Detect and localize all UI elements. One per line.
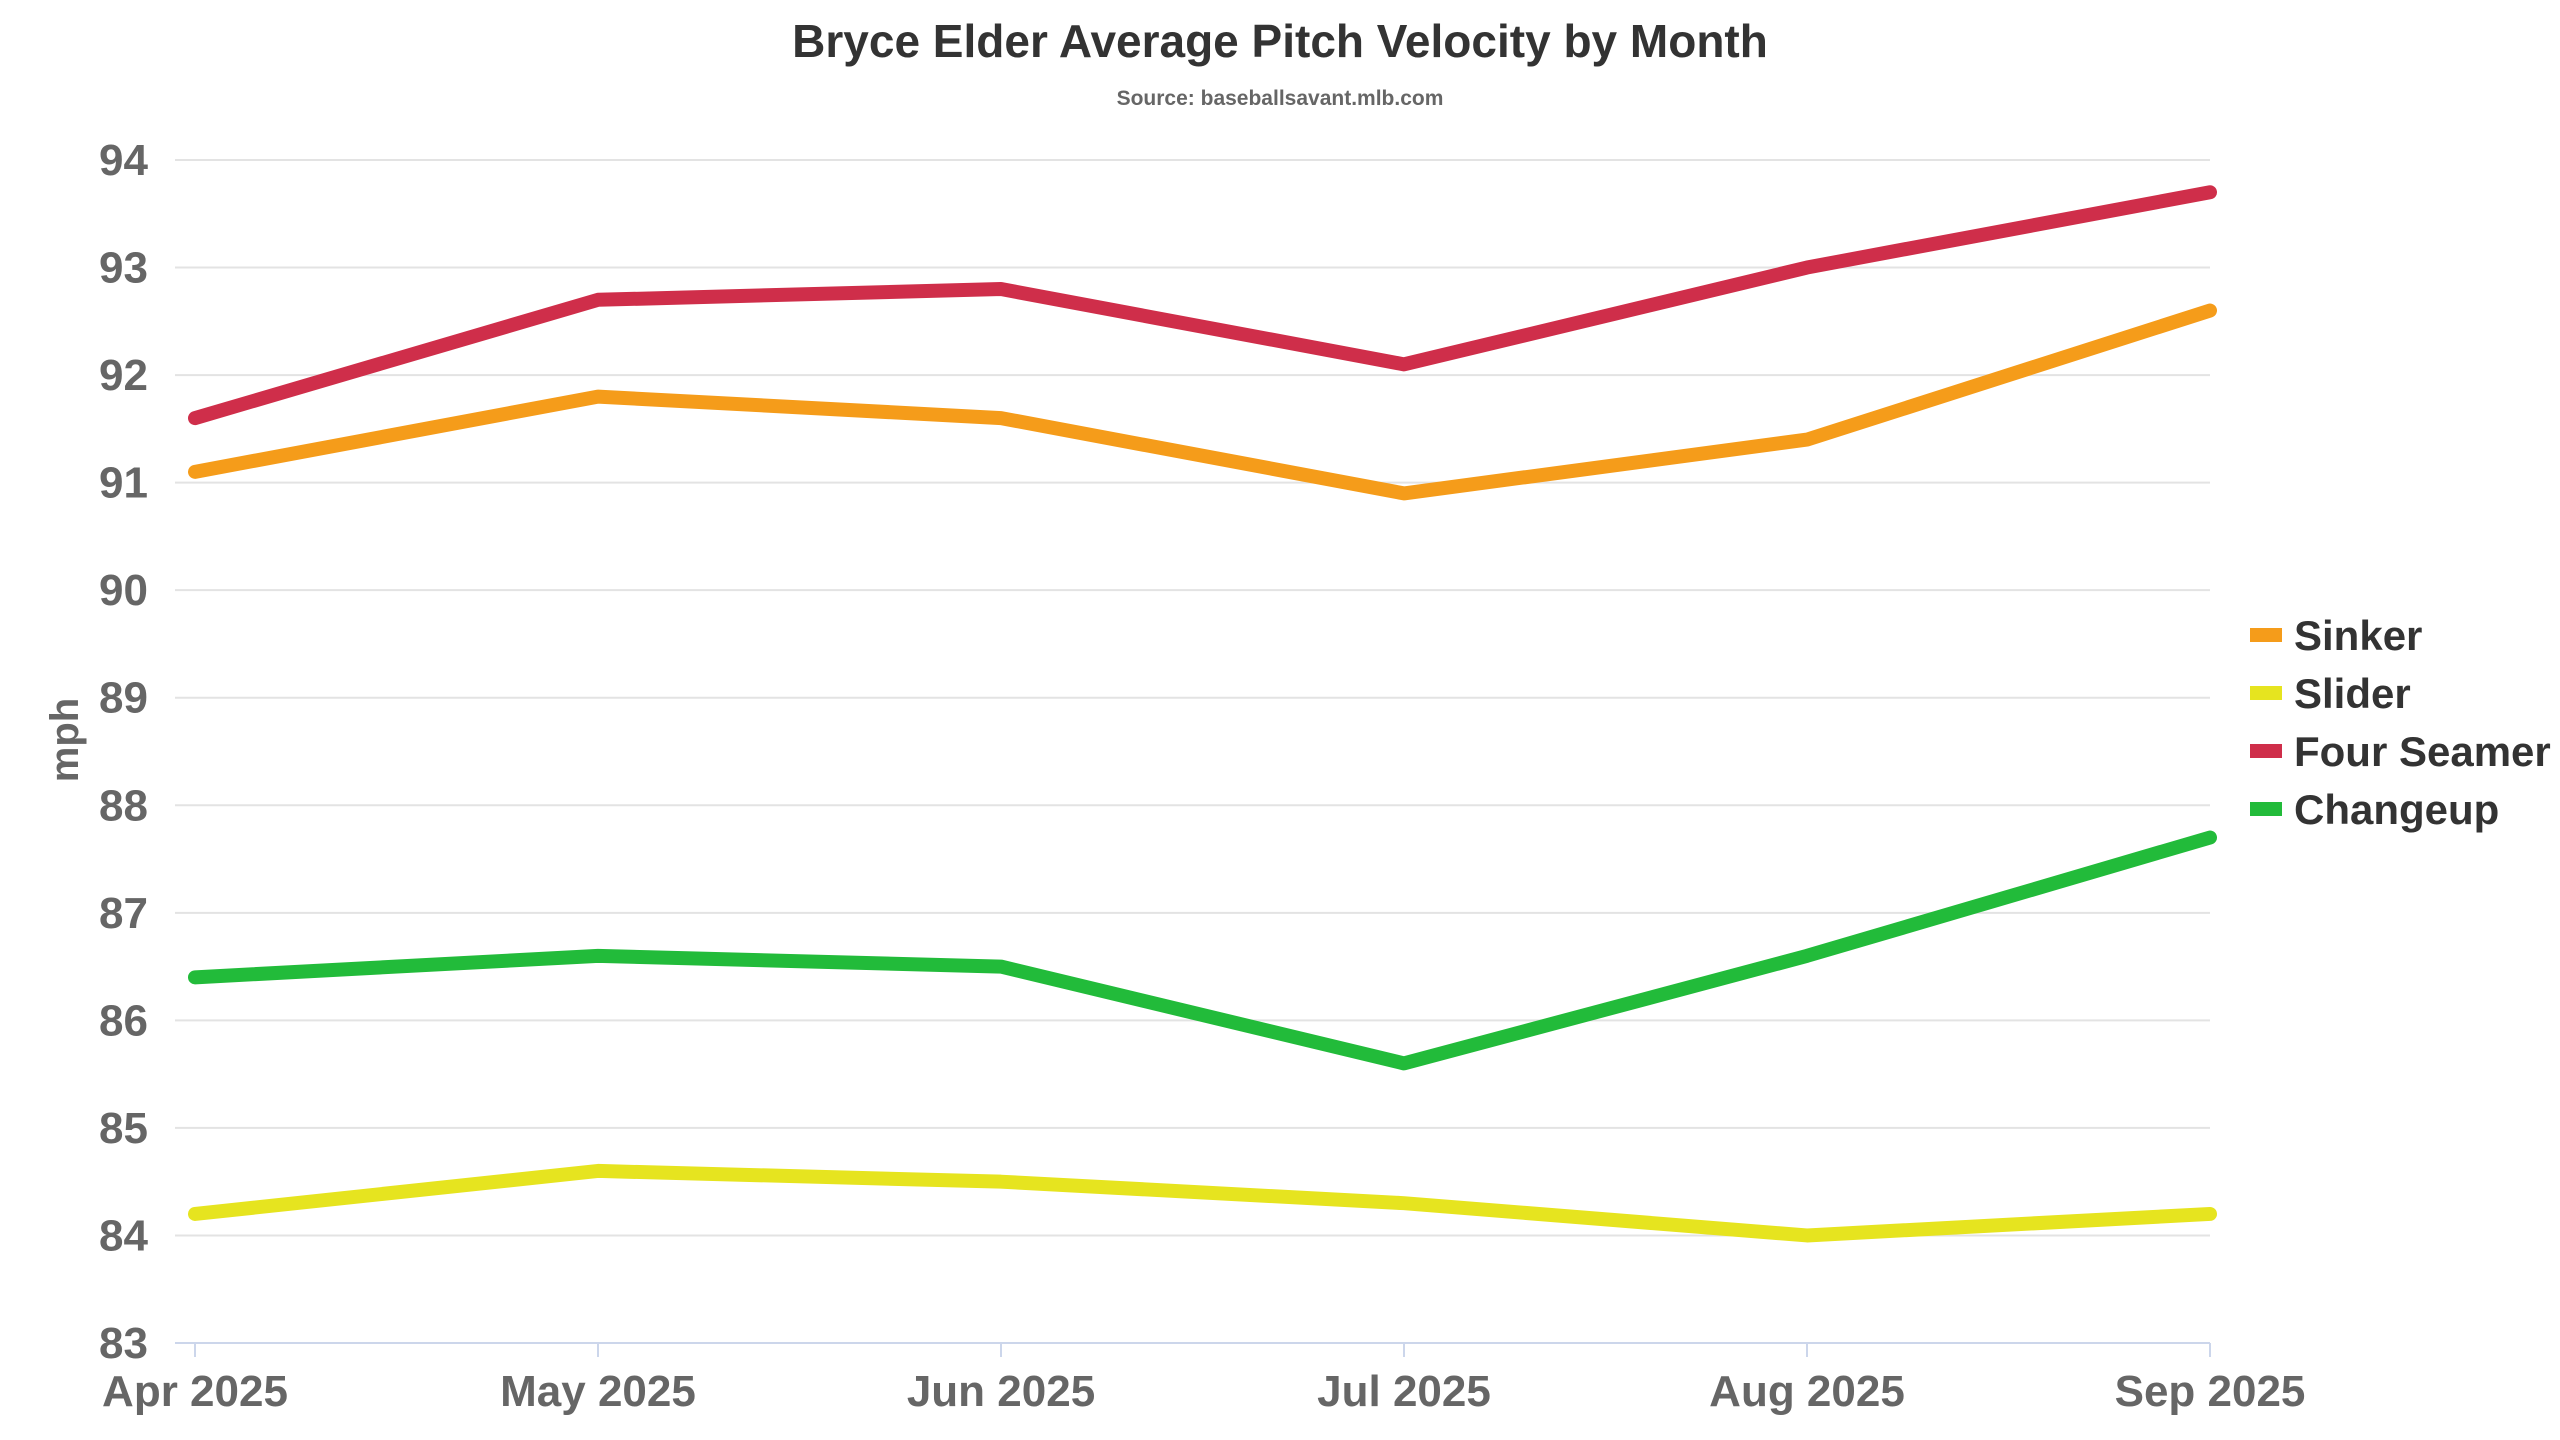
x-tick-label: Sep 2025 [2115, 1367, 2306, 1416]
series-line-sinker[interactable] [188, 303, 2217, 501]
legend-label: Four Seamer [2294, 728, 2551, 775]
series-lines [188, 185, 2217, 1243]
legend[interactable]: Sinker Slider Four Seamer Changeup [2250, 612, 2551, 833]
x-tick-label: Aug 2025 [1709, 1367, 1905, 1416]
chart-title: Bryce Elder Average Pitch Velocity by Mo… [792, 15, 1768, 67]
y-tick-label: 84 [99, 1211, 148, 1260]
y-tick-label: 94 [99, 136, 148, 185]
legend-label: Changeup [2294, 786, 2499, 833]
y-tick-label: 86 [99, 996, 148, 1045]
series-line-four-seamer[interactable] [188, 185, 2217, 426]
legend-label: Slider [2294, 670, 2411, 717]
legend-label: Sinker [2294, 612, 2422, 659]
y-tick-label: 83 [99, 1319, 148, 1368]
x-tick-label: Apr 2025 [102, 1367, 288, 1416]
legend-swatch [2250, 686, 2282, 700]
y-tick-label: 92 [99, 351, 148, 400]
legend-item-sinker[interactable]: Sinker [2250, 612, 2422, 659]
x-tick-label: May 2025 [500, 1367, 696, 1416]
legend-swatch [2250, 802, 2282, 816]
legend-item-changeup[interactable]: Changeup [2250, 786, 2499, 833]
y-tick-label: 90 [99, 566, 148, 615]
gridlines [175, 159, 2210, 1237]
y-tick-label: 87 [99, 889, 148, 938]
y-tick-label: 89 [99, 674, 148, 723]
y-tick-label: 88 [99, 781, 148, 830]
y-axis-title: mph [43, 698, 87, 782]
legend-item-slider[interactable]: Slider [2250, 670, 2411, 717]
chart-subtitle: Source: baseballsavant.mlb.com [1117, 87, 1444, 110]
axes: 83 84 85 86 87 88 89 90 91 92 93 94 Apr 2025 May 2025… [99, 136, 2305, 1416]
x-tick-label: Jun 2025 [907, 1367, 1095, 1416]
series-line-slider[interactable] [188, 1163, 2217, 1243]
y-tick-label: 93 [99, 244, 148, 293]
x-tick-label: Jul 2025 [1317, 1367, 1491, 1416]
y-tick-label: 91 [99, 459, 148, 508]
legend-swatch [2250, 628, 2282, 642]
legend-swatch [2250, 744, 2282, 758]
legend-item-four-seamer[interactable]: Four Seamer [2250, 728, 2551, 775]
y-tick-label: 85 [99, 1104, 148, 1153]
series-line-changeup[interactable] [188, 830, 2217, 1071]
